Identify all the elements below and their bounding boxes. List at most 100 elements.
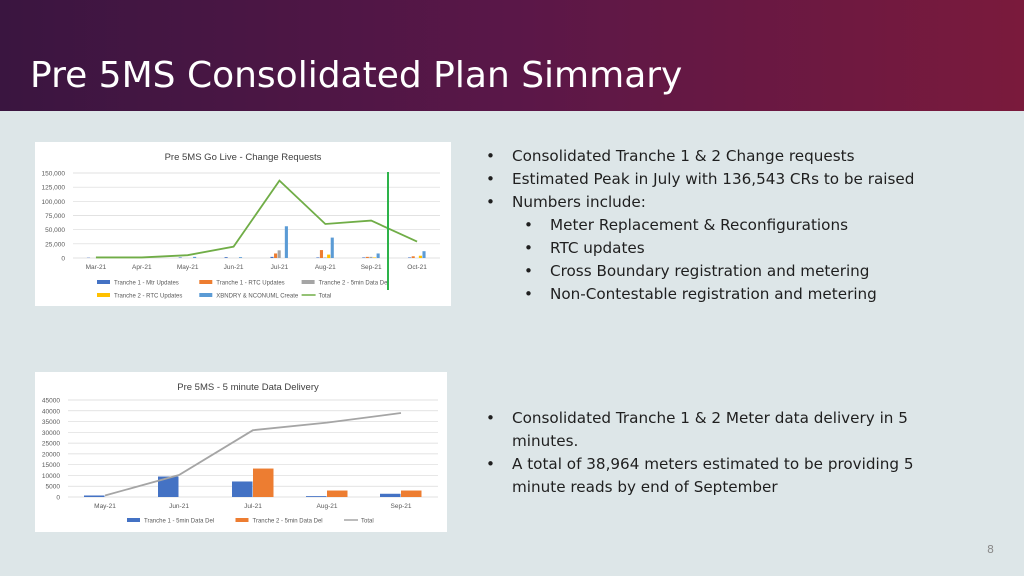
title-banner [0,0,1024,111]
sub-bullet-item: • Cross Boundary registration and meterin… [486,260,914,283]
x-tick-label: Jul-21 [244,503,262,510]
bullet-text: Consolidated Tranche 1 & 2 Change reques… [512,147,855,165]
legend-swatch [235,518,249,522]
x-tick-label: Oct-21 [407,264,427,271]
chart-title: Pre 5MS - 5 minute Data Delivery [177,382,319,393]
bar [232,481,253,497]
bullet-dot-icon: • [486,455,495,473]
bar [277,250,281,258]
bar [401,490,422,497]
bullet-dot-icon: • [486,147,495,165]
y-tick-label: 35000 [42,419,60,426]
bar [316,257,320,258]
bullet-dot-icon: • [486,409,495,427]
bar [84,495,105,497]
x-tick-label: Aug-21 [317,503,338,510]
slide-title: Pre 5MS Consolidated Plan Simmary [30,55,683,96]
x-tick-label: Apr-21 [132,264,152,271]
legend-label: Tranche 1 - 5min Data Del [144,518,214,524]
bar [327,254,331,258]
bar [365,256,369,258]
bullet-dot-icon: • [524,239,533,257]
legend-label: Tranche 1 - RTC Updates [216,280,284,286]
bullet-text: Numbers include: [512,193,646,211]
bar [330,237,334,258]
chart-title: Pre 5MS Go Live - Change Requests [165,152,322,163]
x-tick-label: Sep-21 [361,264,382,271]
y-tick-label: 75,000 [45,213,65,220]
legend-label: Tranche 1 - Mtr Updates [114,280,179,286]
y-tick-label: 50,000 [45,227,65,234]
bar [418,255,422,258]
series-line [95,179,418,259]
bar [224,257,228,258]
bar [158,476,179,497]
bullet-text: Estimated Peak in July with 136,543 CRs … [512,170,915,188]
page-number: 8 [987,543,994,556]
y-tick-label: 25,000 [45,241,65,248]
bullet-item: • Numbers include: [486,191,914,214]
change-request-bullets: • Consolidated Tranche 1 & 2 Change reque… [486,145,914,306]
y-tick-label: 100,000 [42,199,66,206]
bar [284,226,288,258]
y-tick-label: 5000 [46,484,61,491]
bar [376,253,380,258]
bullet-text: Consolidated Tranche 1 & 2 Meter data de… [512,409,908,450]
bullet-item: • A total of 38,964 meters estimated to b… [486,453,924,499]
bar [380,493,401,497]
bullet-item: • Consolidated Tranche 1 & 2 Change reque… [486,145,914,168]
y-tick-label: 10000 [42,473,60,480]
bar [411,256,415,258]
data-delivery-chart-svg: Pre 5MS - 5 minute Data Delivery 0 5000 100… [42,382,438,524]
bullet-item: • Consolidated Tranche 1 & 2 Meter data d… [486,407,912,453]
legend-swatch [97,280,110,284]
x-tick-label: Jul-21 [271,264,289,271]
sub-bullet-item: • RTC updates [486,237,914,260]
legend-label: Total [319,293,332,299]
bullet-dot-icon: • [524,285,533,303]
legend-label: Tranche 2 - 5min Data Del [319,280,389,286]
legend-label: Tranche 2 - 5min Data Del [253,518,323,524]
data-delivery-bullets: • Consolidated Tranche 1 & 2 Meter data d… [486,407,924,499]
bullet-text: Non-Contestable registration and meterin… [550,285,877,303]
legend-swatch [199,280,213,284]
y-tick-label: 125,000 [42,185,66,192]
bar [327,490,348,497]
bar [422,251,426,258]
bar [319,250,324,258]
x-tick-label: Sep-21 [391,503,412,510]
sub-bullet-item: • Non-Contestable registration and meteri… [486,283,914,306]
bullet-text: Meter Replacement & Reconfigurations [550,216,848,234]
bullet-text: Cross Boundary registration and metering [550,262,870,280]
series-line [104,412,402,497]
bar [238,257,243,258]
bar [274,253,278,258]
legend-swatch [199,293,213,297]
legend-label: Tranche 2 - RTC Updates [114,293,182,299]
x-tick-label: Mar-21 [86,264,107,271]
legend-label: XBNDRY & NCONUML Create [216,293,299,299]
bar [178,257,182,258]
y-tick-label: 0 [56,495,60,502]
bar [369,256,373,258]
bar [270,256,274,258]
bar [372,257,377,258]
bar [193,256,197,258]
bullet-dot-icon: • [486,170,495,188]
legend-swatch [301,280,315,284]
bullet-dot-icon: • [524,216,533,234]
y-tick-label: 20000 [42,451,60,458]
bar [306,496,327,497]
bullet-text: RTC updates [550,239,645,257]
bar [362,257,366,258]
bullet-dot-icon: • [486,193,495,211]
x-tick-label: May-21 [177,264,199,271]
y-tick-label: 0 [61,256,65,263]
bar [323,257,327,258]
x-tick-label: May-21 [94,503,116,510]
legend-label: Total [361,518,374,524]
data-delivery-chart: Pre 5MS - 5 minute Data Delivery 0 5000 100… [35,372,447,532]
x-tick-label: Jun-21 [224,264,244,271]
y-tick-label: 15000 [42,462,60,469]
bar [408,257,412,258]
